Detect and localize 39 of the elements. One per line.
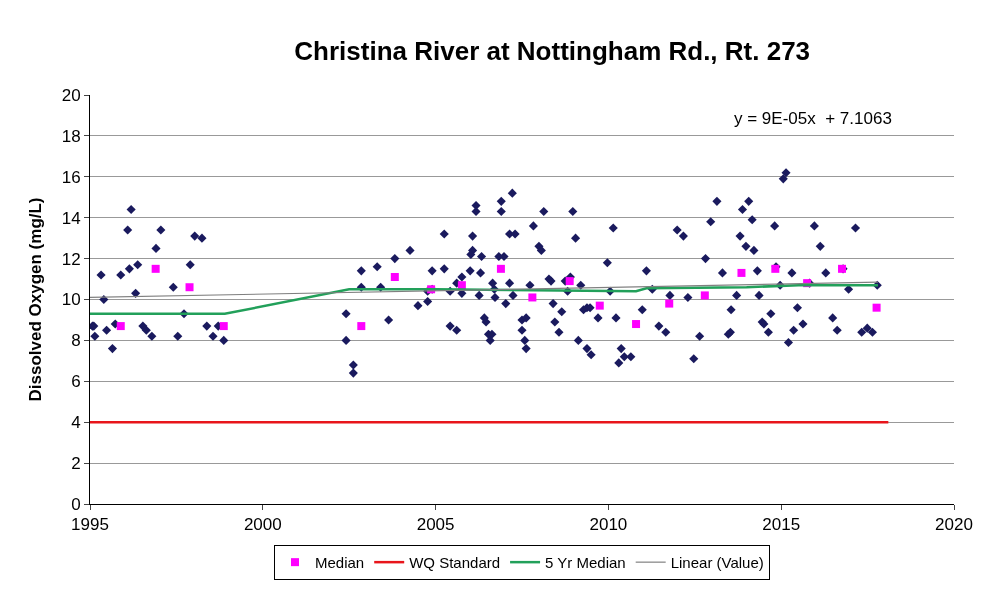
legend-label: WQ Standard bbox=[409, 554, 501, 571]
point bbox=[151, 264, 160, 273]
x-tick-label: 2010 bbox=[589, 515, 628, 535]
y-tick-label: 8 bbox=[71, 331, 81, 351]
y-tick-label: 0 bbox=[71, 494, 81, 514]
point bbox=[116, 322, 125, 331]
x-tick-label: 2020 bbox=[935, 515, 973, 535]
legend-label: Median bbox=[315, 554, 365, 571]
y-tick-label: 4 bbox=[71, 413, 81, 433]
y-tick-label: 14 bbox=[61, 208, 81, 228]
x-tick-label: 2005 bbox=[416, 515, 455, 535]
y-tick-label: 18 bbox=[61, 126, 81, 146]
point bbox=[185, 283, 194, 292]
point bbox=[872, 303, 881, 312]
x-tick-label: 2000 bbox=[243, 515, 282, 535]
legend-label: 5 Yr Median bbox=[545, 554, 626, 571]
y-tick-label: 10 bbox=[61, 290, 81, 310]
point bbox=[595, 301, 604, 310]
y-tick-label: 20 bbox=[61, 85, 81, 105]
annotation: y = 9E-05x + 7.1063 bbox=[734, 109, 892, 128]
point bbox=[632, 320, 641, 329]
point bbox=[357, 322, 366, 331]
y-tick-label: 12 bbox=[61, 249, 81, 269]
point bbox=[219, 322, 228, 331]
x-tick-label: 2015 bbox=[762, 515, 801, 535]
point bbox=[565, 277, 574, 286]
point bbox=[496, 264, 505, 273]
x-tick-label: 1995 bbox=[71, 515, 109, 535]
point bbox=[665, 299, 674, 308]
y-tick-label: 2 bbox=[71, 454, 81, 474]
point bbox=[528, 293, 537, 302]
legend-label: Linear (Value) bbox=[670, 554, 764, 571]
y-axis-title: Dissolved Oxygen (mg/L) bbox=[26, 197, 46, 402]
chart-title: Christina River at Nottingham Rd., Rt. 273 bbox=[294, 35, 811, 66]
y-tick-label: 6 bbox=[71, 372, 81, 392]
y-tick-label: 16 bbox=[61, 167, 81, 187]
point bbox=[737, 268, 746, 277]
point bbox=[390, 273, 399, 282]
point bbox=[700, 291, 709, 300]
